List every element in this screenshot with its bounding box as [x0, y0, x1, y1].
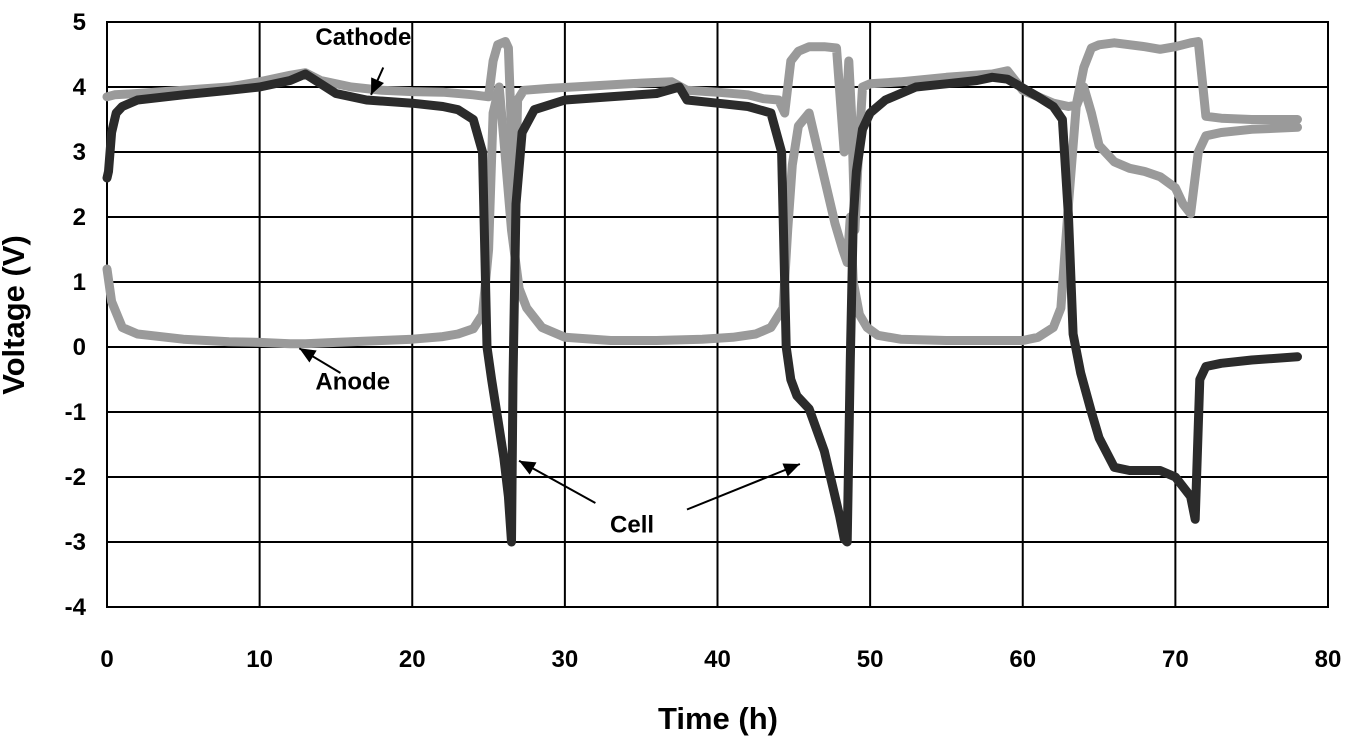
- x-tick-label: 10: [246, 646, 273, 673]
- y-tick-label: 4: [73, 74, 87, 101]
- x-tick-label: 70: [1162, 646, 1189, 673]
- annotation-label-anode: Anode: [315, 368, 390, 395]
- annotation-cathode-arrow-head: [371, 77, 384, 95]
- annotation-cell-right-arrow-head: [782, 463, 800, 477]
- y-tick-label: 3: [73, 139, 86, 166]
- annotation-cell-right-arrow-shaft: [686, 463, 801, 511]
- x-axis-title: Time (h): [658, 701, 778, 736]
- plot-grid: [106, 21, 1329, 608]
- y-tick-label: 2: [73, 204, 86, 231]
- x-tick-label: 30: [552, 646, 579, 673]
- annotation-cell-left-arrow-head: [519, 460, 537, 475]
- plot-frame: [106, 21, 1329, 608]
- series-layer: [102, 37, 1302, 547]
- y-tick-label: -3: [65, 529, 86, 556]
- y-tick-label: 1: [73, 269, 86, 296]
- series-line-cathode: [102, 37, 1302, 241]
- annotation-layer: Cathode Anode Cell: [298, 24, 801, 538]
- x-tick-label: 80: [1315, 646, 1342, 673]
- y-tick-label: -4: [65, 594, 87, 621]
- y-tick-label: -1: [65, 399, 86, 426]
- annotation-label-cathode: Cathode: [315, 24, 411, 51]
- series-line-cell: [102, 69, 1302, 547]
- y-tick-label: -2: [65, 464, 86, 491]
- x-tick-label: 0: [100, 646, 113, 673]
- series-line-anode: [102, 82, 1302, 349]
- y-axis-title: Voltage (V): [0, 235, 31, 395]
- x-tick-label: 20: [399, 646, 426, 673]
- x-tick-label: 40: [704, 646, 731, 673]
- tick-labels: 0 10 20 30 40 50 60 70 80 -4 -3 -2 -1 0 1 2 3 4 5: [65, 9, 1342, 673]
- x-tick-label: 50: [857, 646, 884, 673]
- annotation-label-cell: Cell: [610, 511, 654, 538]
- annotation-anode-arrow-head: [299, 348, 317, 363]
- y-tick-label: 0: [73, 334, 86, 361]
- x-tick-label: 60: [1009, 646, 1036, 673]
- y-tick-label: 5: [73, 9, 86, 36]
